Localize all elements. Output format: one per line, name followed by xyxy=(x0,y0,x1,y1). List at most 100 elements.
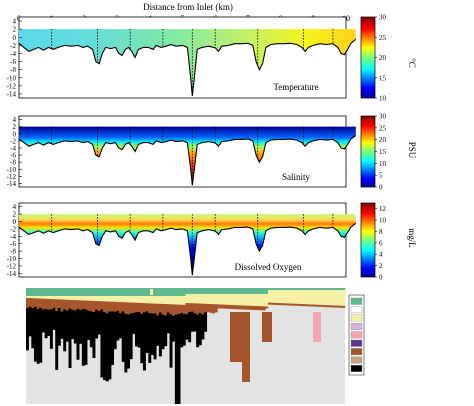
y-tick-label: -4 xyxy=(10,144,16,152)
habitat-bar-segment xyxy=(196,314,200,348)
habitat-bar-segment xyxy=(95,288,99,296)
habitat-bar-segment xyxy=(174,288,178,296)
habitat-bar-segment xyxy=(198,303,202,313)
habitat-bar-segment xyxy=(63,296,67,300)
habitat-bar-segment xyxy=(79,288,83,296)
habitat-bar-segment xyxy=(329,290,333,306)
habitat-bar-segment xyxy=(182,313,186,346)
habitat-bar-segment xyxy=(291,290,295,304)
habitat-bar-segment xyxy=(291,303,295,306)
habitat-bar-segment xyxy=(119,296,122,303)
habitat-bar-segment xyxy=(89,311,93,348)
habitat-bar-segment xyxy=(339,290,343,306)
habitat-bar-segment xyxy=(105,313,109,382)
habitat-bar-segment xyxy=(259,288,263,294)
habitat-bar-segment xyxy=(164,296,168,305)
habitat-bar-segment xyxy=(225,288,229,294)
habitat-bar-segment xyxy=(95,309,99,339)
habitat-bar-segment xyxy=(127,302,130,315)
habitat-bar-segment xyxy=(204,312,208,332)
habitat-bar-segment xyxy=(39,307,43,363)
habitat-bar-segment xyxy=(257,294,261,307)
legend-swatch xyxy=(350,314,363,322)
habitat-bar-segment xyxy=(217,288,221,294)
legend-swatch xyxy=(350,306,363,314)
habitat-bar-segment xyxy=(230,304,234,309)
habitat-bar-segment xyxy=(204,288,208,294)
habitat-bar-segment xyxy=(169,314,173,368)
habitat-bar-segment xyxy=(111,296,115,302)
habitat-bar-segment xyxy=(242,312,250,382)
habitat-bar-segment xyxy=(81,300,85,309)
habitat-bar-segment xyxy=(158,296,162,304)
y-tick-label: -12 xyxy=(7,262,17,270)
habitat-bar-segment xyxy=(92,300,96,312)
habitat-bar-segment xyxy=(310,288,314,290)
habitat-bar-segment xyxy=(196,294,200,304)
habitat-bar-segment xyxy=(174,304,178,315)
habitat-bar-segment xyxy=(297,290,301,304)
habitat-bar-segment xyxy=(134,312,138,347)
habitat-bar-segment xyxy=(41,298,45,310)
habitat-bar-segment xyxy=(129,313,133,360)
habitat-bar-segment xyxy=(177,313,181,404)
y-tick-label: -6 xyxy=(10,58,16,66)
habitat-bar-segment xyxy=(60,296,64,300)
habitat-bar-segment xyxy=(254,306,258,311)
habitat-bar-segment xyxy=(230,312,242,362)
habitat-bar-segment xyxy=(249,288,253,294)
habitat-bar-segment xyxy=(169,304,173,315)
habitat-bar-segment xyxy=(41,296,45,299)
habitat-bar-segment xyxy=(100,309,104,378)
habitat-bar-segment xyxy=(47,309,51,336)
legend-swatch xyxy=(350,348,363,356)
habitat-bar-segment xyxy=(299,304,303,307)
habitat-bar-segment xyxy=(297,288,301,290)
habitat-bar-segment xyxy=(326,290,330,306)
habitat-bar-segment xyxy=(57,296,61,300)
habitat-bar-segment xyxy=(246,294,250,306)
habitat-bar-segment xyxy=(76,296,80,301)
habitat-bar-segment xyxy=(334,288,338,290)
habitat-bar-segment xyxy=(201,294,205,304)
habitat-bar-segment xyxy=(105,301,109,314)
legend-swatch xyxy=(350,331,363,339)
habitat-bar-segment xyxy=(156,315,160,346)
habitat-bar-segment xyxy=(209,288,213,294)
habitat-bar-segment xyxy=(185,294,189,303)
habitat-bar-segment xyxy=(121,288,125,296)
habitat-bar-segment xyxy=(87,300,91,311)
habitat-bar-segment xyxy=(196,288,200,294)
habitat-bar-segment xyxy=(275,290,279,303)
habitat-bar-segment xyxy=(172,315,176,342)
habitat-bar-segment xyxy=(217,304,221,309)
y-tick-label: -10 xyxy=(7,166,17,174)
habitat-bar-segment xyxy=(28,306,32,337)
habitat-bar-segment xyxy=(44,288,48,296)
habitat-bar-segment xyxy=(193,288,197,294)
habitat-bar-segment xyxy=(177,296,181,305)
habitat-bar-segment xyxy=(236,294,239,306)
y-tick-label: -2 xyxy=(10,42,16,50)
habitat-bar-segment xyxy=(262,294,266,307)
habitat-bar-segment xyxy=(246,288,250,294)
habitat-bar-segment xyxy=(329,305,333,308)
habitat-bar-segment xyxy=(313,312,321,342)
habitat-bar-segment xyxy=(267,288,271,290)
legend-swatch xyxy=(350,297,363,305)
habitat-bar-segment xyxy=(31,296,35,299)
habitat-bar-segment xyxy=(286,303,290,306)
habitat-bar-segment xyxy=(302,290,306,305)
temperature-panel: 420-2-4-6-8-10-12-14 xyxy=(7,16,357,98)
y-tick-label: -6 xyxy=(10,240,16,248)
habitat-bar-segment xyxy=(283,288,287,290)
habitat-bar-segment xyxy=(87,310,91,341)
habitat-bar-segment xyxy=(326,288,330,290)
habitat-bar-segment xyxy=(140,288,144,296)
y-tick-label: -8 xyxy=(10,248,16,256)
habitat-bar-segment xyxy=(166,312,170,334)
habitat-bar-segment xyxy=(180,304,184,314)
habitat-bar-segment xyxy=(321,288,325,290)
habitat-bar-segment xyxy=(31,298,35,309)
habitat-bar-segment xyxy=(265,288,269,294)
